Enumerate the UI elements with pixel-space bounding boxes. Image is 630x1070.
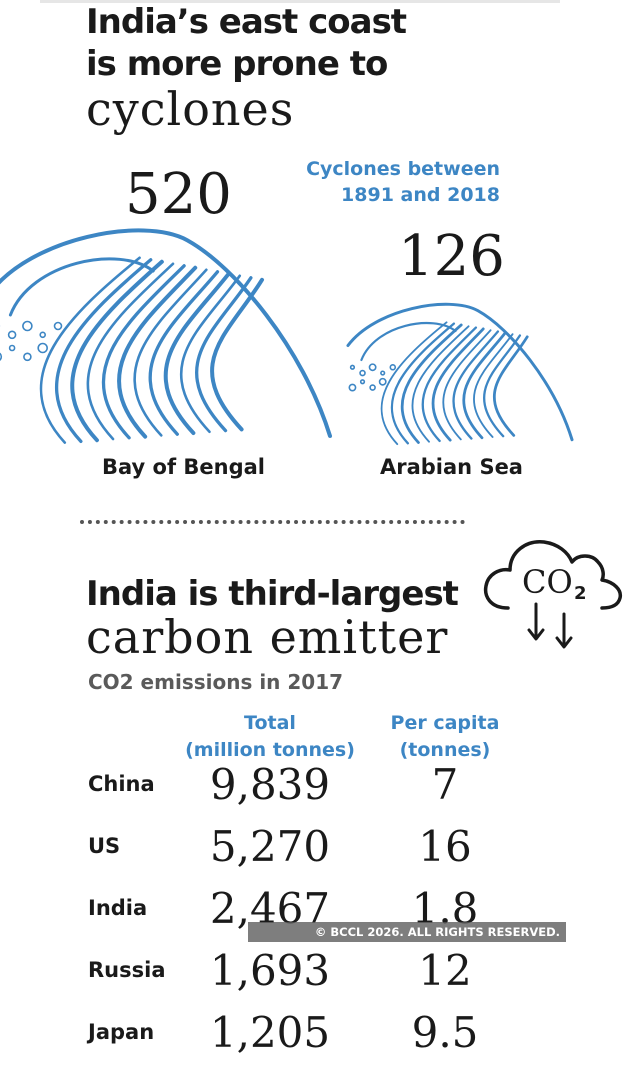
row-per-capita-russia: 12 bbox=[418, 946, 472, 995]
cyclone-note-line-2: 1891 and 2018 bbox=[341, 184, 500, 206]
row-per-capita-china: 7 bbox=[431, 760, 459, 809]
arabian-sea-label: Arabian Sea bbox=[380, 455, 523, 479]
arabian-sea-value: 126 bbox=[398, 224, 505, 289]
emissions-subtitle: CO2 emissions in 2017 bbox=[88, 670, 344, 694]
row-country-india: India bbox=[88, 896, 148, 920]
arabian-sea-wave bbox=[346, 302, 574, 446]
cyclone-note-line-1: Cyclones between bbox=[306, 158, 500, 180]
wave-graphics bbox=[0, 228, 574, 446]
row-per-capita-us: 16 bbox=[418, 822, 472, 871]
copyright-watermark: © BCCL 2026. ALL RIGHTS RESERVED. bbox=[248, 922, 566, 942]
cyclone-title-line-2: is more prone to bbox=[86, 44, 388, 84]
row-country-russia: Russia bbox=[88, 958, 166, 982]
emissions-title-line-1: India is third-largest bbox=[86, 574, 459, 614]
row-total-us: 5,270 bbox=[209, 822, 331, 871]
bay-of-bengal-label: Bay of Bengal bbox=[102, 455, 266, 479]
column-header-total-line-2: (million tonnes) bbox=[185, 739, 355, 761]
column-header-per-capita-line-2: (tonnes) bbox=[399, 739, 491, 761]
top-rule bbox=[40, 0, 560, 3]
row-country-us: US bbox=[88, 834, 121, 858]
row-total-china: 9,839 bbox=[209, 760, 331, 809]
column-header-per-capita: Per capita (tonnes) bbox=[375, 710, 515, 764]
column-header-total-line-1: Total bbox=[244, 712, 296, 734]
row-total-japan: 1,205 bbox=[209, 1008, 331, 1057]
emissions-title-line-2: carbon emitter bbox=[86, 610, 449, 664]
co2-icon-subscript: 2 bbox=[574, 583, 587, 604]
bay-of-bengal-value: 520 bbox=[125, 162, 232, 227]
row-per-capita-japan: 9.5 bbox=[411, 1008, 479, 1057]
dotted-divider bbox=[80, 520, 465, 524]
cyclone-title-line-3: cyclones bbox=[86, 82, 295, 136]
bay-of-bengal-wave bbox=[0, 228, 332, 444]
column-header-total: Total (million tonnes) bbox=[170, 710, 370, 764]
row-country-china: China bbox=[88, 772, 155, 796]
row-country-japan: Japan bbox=[88, 1020, 155, 1044]
row-total-russia: 1,693 bbox=[209, 946, 331, 995]
column-header-per-capita-line-1: Per capita bbox=[390, 712, 500, 734]
co2-icon-text: CO bbox=[522, 563, 573, 601]
cyclone-title-line-1: India’s east coast bbox=[86, 2, 407, 42]
co2-cloud-icon: CO 2 bbox=[483, 540, 623, 649]
